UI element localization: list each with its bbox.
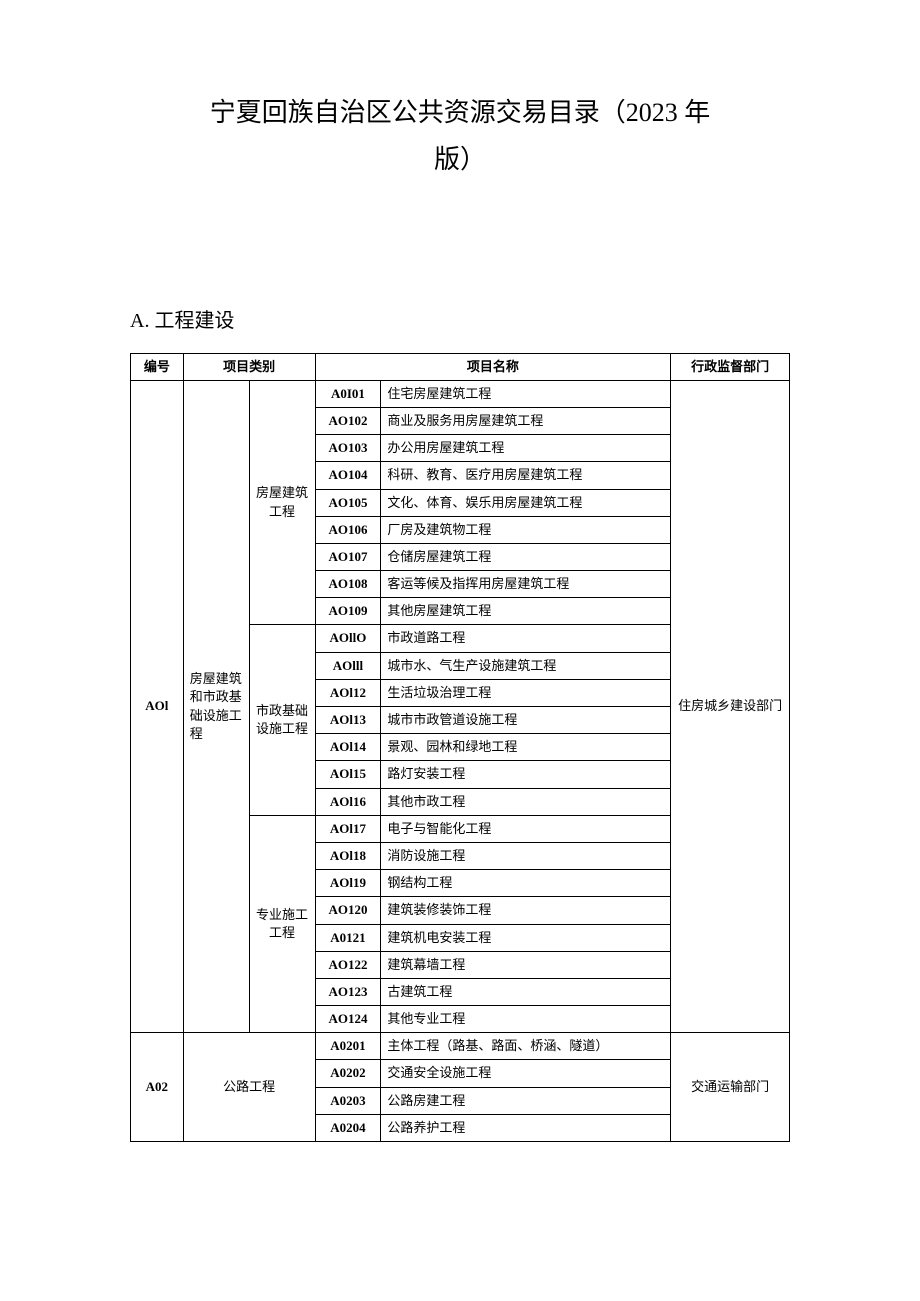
item-code: AO109 — [315, 598, 381, 625]
item-name: 生活垃圾治理工程 — [381, 679, 671, 706]
item-code: AO103 — [315, 435, 381, 462]
catalog-table: 编号 项目类别 项目名称 行政监督部门 AOl房屋建筑和市政基础设施工程房屋建筑… — [130, 353, 790, 1142]
item-code: AOl17 — [315, 815, 381, 842]
sub-category: 市政基础设施工程 — [249, 625, 315, 815]
item-name: 建筑机电安装工程 — [381, 924, 671, 951]
table-header-row: 编号 项目类别 项目名称 行政监督部门 — [131, 353, 790, 380]
item-name: 城市水、气生产设施建筑工程 — [381, 652, 671, 679]
sub-category: 专业施工工程 — [249, 815, 315, 1033]
group-category: 房屋建筑和市政基础设施工程 — [183, 380, 249, 1033]
item-code: A0I01 — [315, 380, 381, 407]
item-name: 公路养护工程 — [381, 1114, 671, 1141]
item-code: AO102 — [315, 407, 381, 434]
item-name: 主体工程（路基、路面、桥涵、隧道） — [381, 1033, 671, 1060]
item-code: AO124 — [315, 1006, 381, 1033]
item-code: AO108 — [315, 571, 381, 598]
item-code: AOl15 — [315, 761, 381, 788]
item-code: AO120 — [315, 897, 381, 924]
header-name: 项目名称 — [315, 353, 671, 380]
item-name: 钢结构工程 — [381, 870, 671, 897]
item-name: 厂房及建筑物工程 — [381, 516, 671, 543]
item-name: 景观、园林和绿地工程 — [381, 734, 671, 761]
title-line-2: 版） — [434, 145, 486, 174]
document-title: 宁夏回族自治区公共资源交易目录（2023 年 版） — [130, 90, 790, 184]
item-code: AOl12 — [315, 679, 381, 706]
title-line-1: 宁夏回族自治区公共资源交易目录（2023 年 — [210, 98, 711, 127]
item-code: AO107 — [315, 543, 381, 570]
group-id: A02 — [131, 1033, 184, 1142]
item-code: AO106 — [315, 516, 381, 543]
item-code: AOlll — [315, 652, 381, 679]
group-dept: 交通运输部门 — [671, 1033, 790, 1142]
header-id: 编号 — [131, 353, 184, 380]
item-code: AO122 — [315, 951, 381, 978]
item-name: 公路房建工程 — [381, 1087, 671, 1114]
item-name: 商业及服务用房屋建筑工程 — [381, 407, 671, 434]
item-name: 路灯安装工程 — [381, 761, 671, 788]
header-dept: 行政监督部门 — [671, 353, 790, 380]
item-name: 其他市政工程 — [381, 788, 671, 815]
item-name: 市政道路工程 — [381, 625, 671, 652]
item-name: 消防设施工程 — [381, 842, 671, 869]
item-code: AO123 — [315, 978, 381, 1005]
item-code: A0121 — [315, 924, 381, 951]
header-category: 项目类别 — [183, 353, 315, 380]
item-code: AOl16 — [315, 788, 381, 815]
item-name: 其他专业工程 — [381, 1006, 671, 1033]
item-code: A0203 — [315, 1087, 381, 1114]
group-dept: 住房城乡建设部门 — [671, 380, 790, 1033]
table-row: A02公路工程A0201主体工程（路基、路面、桥涵、隧道）交通运输部门 — [131, 1033, 790, 1060]
section-heading-a: A. 工程建设 — [130, 304, 790, 333]
item-name: 建筑幕墙工程 — [381, 951, 671, 978]
item-code: A0204 — [315, 1114, 381, 1141]
group-category: 公路工程 — [183, 1033, 315, 1142]
table-body: AOl房屋建筑和市政基础设施工程房屋建筑工程A0I01住宅房屋建筑工程住房城乡建… — [131, 380, 790, 1141]
item-name: 电子与智能化工程 — [381, 815, 671, 842]
item-name: 住宅房屋建筑工程 — [381, 380, 671, 407]
table-row: AOl房屋建筑和市政基础设施工程房屋建筑工程A0I01住宅房屋建筑工程住房城乡建… — [131, 380, 790, 407]
item-name: 文化、体育、娱乐用房屋建筑工程 — [381, 489, 671, 516]
item-code: A0201 — [315, 1033, 381, 1060]
item-code: A0202 — [315, 1060, 381, 1087]
document-page: 宁夏回族自治区公共资源交易目录（2023 年 版） A. 工程建设 编号 项目类… — [0, 0, 920, 1301]
item-name: 古建筑工程 — [381, 978, 671, 1005]
item-code: AOl14 — [315, 734, 381, 761]
item-name: 建筑装修装饰工程 — [381, 897, 671, 924]
item-name: 办公用房屋建筑工程 — [381, 435, 671, 462]
item-name: 科研、教育、医疗用房屋建筑工程 — [381, 462, 671, 489]
item-code: AOllO — [315, 625, 381, 652]
group-id: AOl — [131, 380, 184, 1033]
item-code: AO104 — [315, 462, 381, 489]
item-name: 仓储房屋建筑工程 — [381, 543, 671, 570]
item-name: 城市市政管道设施工程 — [381, 707, 671, 734]
item-code: AO105 — [315, 489, 381, 516]
sub-category: 房屋建筑工程 — [249, 380, 315, 625]
item-code: AOl13 — [315, 707, 381, 734]
item-name: 其他房屋建筑工程 — [381, 598, 671, 625]
item-name: 交通安全设施工程 — [381, 1060, 671, 1087]
item-code: AOl19 — [315, 870, 381, 897]
item-code: AOl18 — [315, 842, 381, 869]
item-name: 客运等候及指挥用房屋建筑工程 — [381, 571, 671, 598]
